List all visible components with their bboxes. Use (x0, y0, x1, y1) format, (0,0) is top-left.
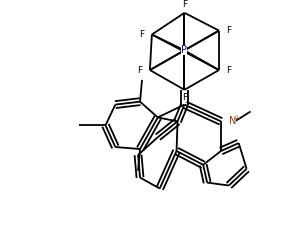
Text: +: + (233, 114, 240, 123)
Text: F: F (226, 26, 231, 35)
Text: F: F (182, 0, 187, 9)
Text: N: N (229, 116, 236, 126)
Text: P: P (182, 45, 188, 55)
Text: F: F (226, 65, 231, 74)
Text: F: F (137, 65, 142, 74)
Text: ⁻: ⁻ (188, 43, 192, 52)
Text: F: F (182, 93, 187, 102)
Text: F: F (139, 30, 144, 39)
